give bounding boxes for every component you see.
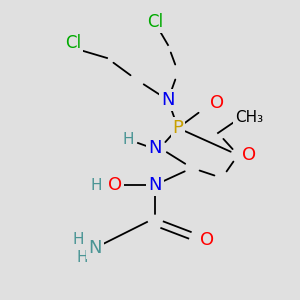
Text: N: N: [148, 176, 162, 194]
Text: N: N: [148, 139, 162, 157]
Text: H: H: [122, 133, 134, 148]
Text: N: N: [88, 239, 102, 257]
Text: CH₃: CH₃: [235, 110, 263, 125]
Text: O: O: [108, 176, 122, 194]
Text: N: N: [161, 91, 175, 109]
Text: H: H: [76, 250, 88, 266]
Text: H: H: [72, 232, 84, 247]
Text: Cl: Cl: [147, 13, 163, 31]
Text: O: O: [200, 231, 214, 249]
Text: P: P: [172, 119, 183, 137]
Text: H: H: [90, 178, 102, 193]
Text: Cl: Cl: [65, 34, 81, 52]
Text: O: O: [210, 94, 224, 112]
Text: O: O: [242, 146, 256, 164]
